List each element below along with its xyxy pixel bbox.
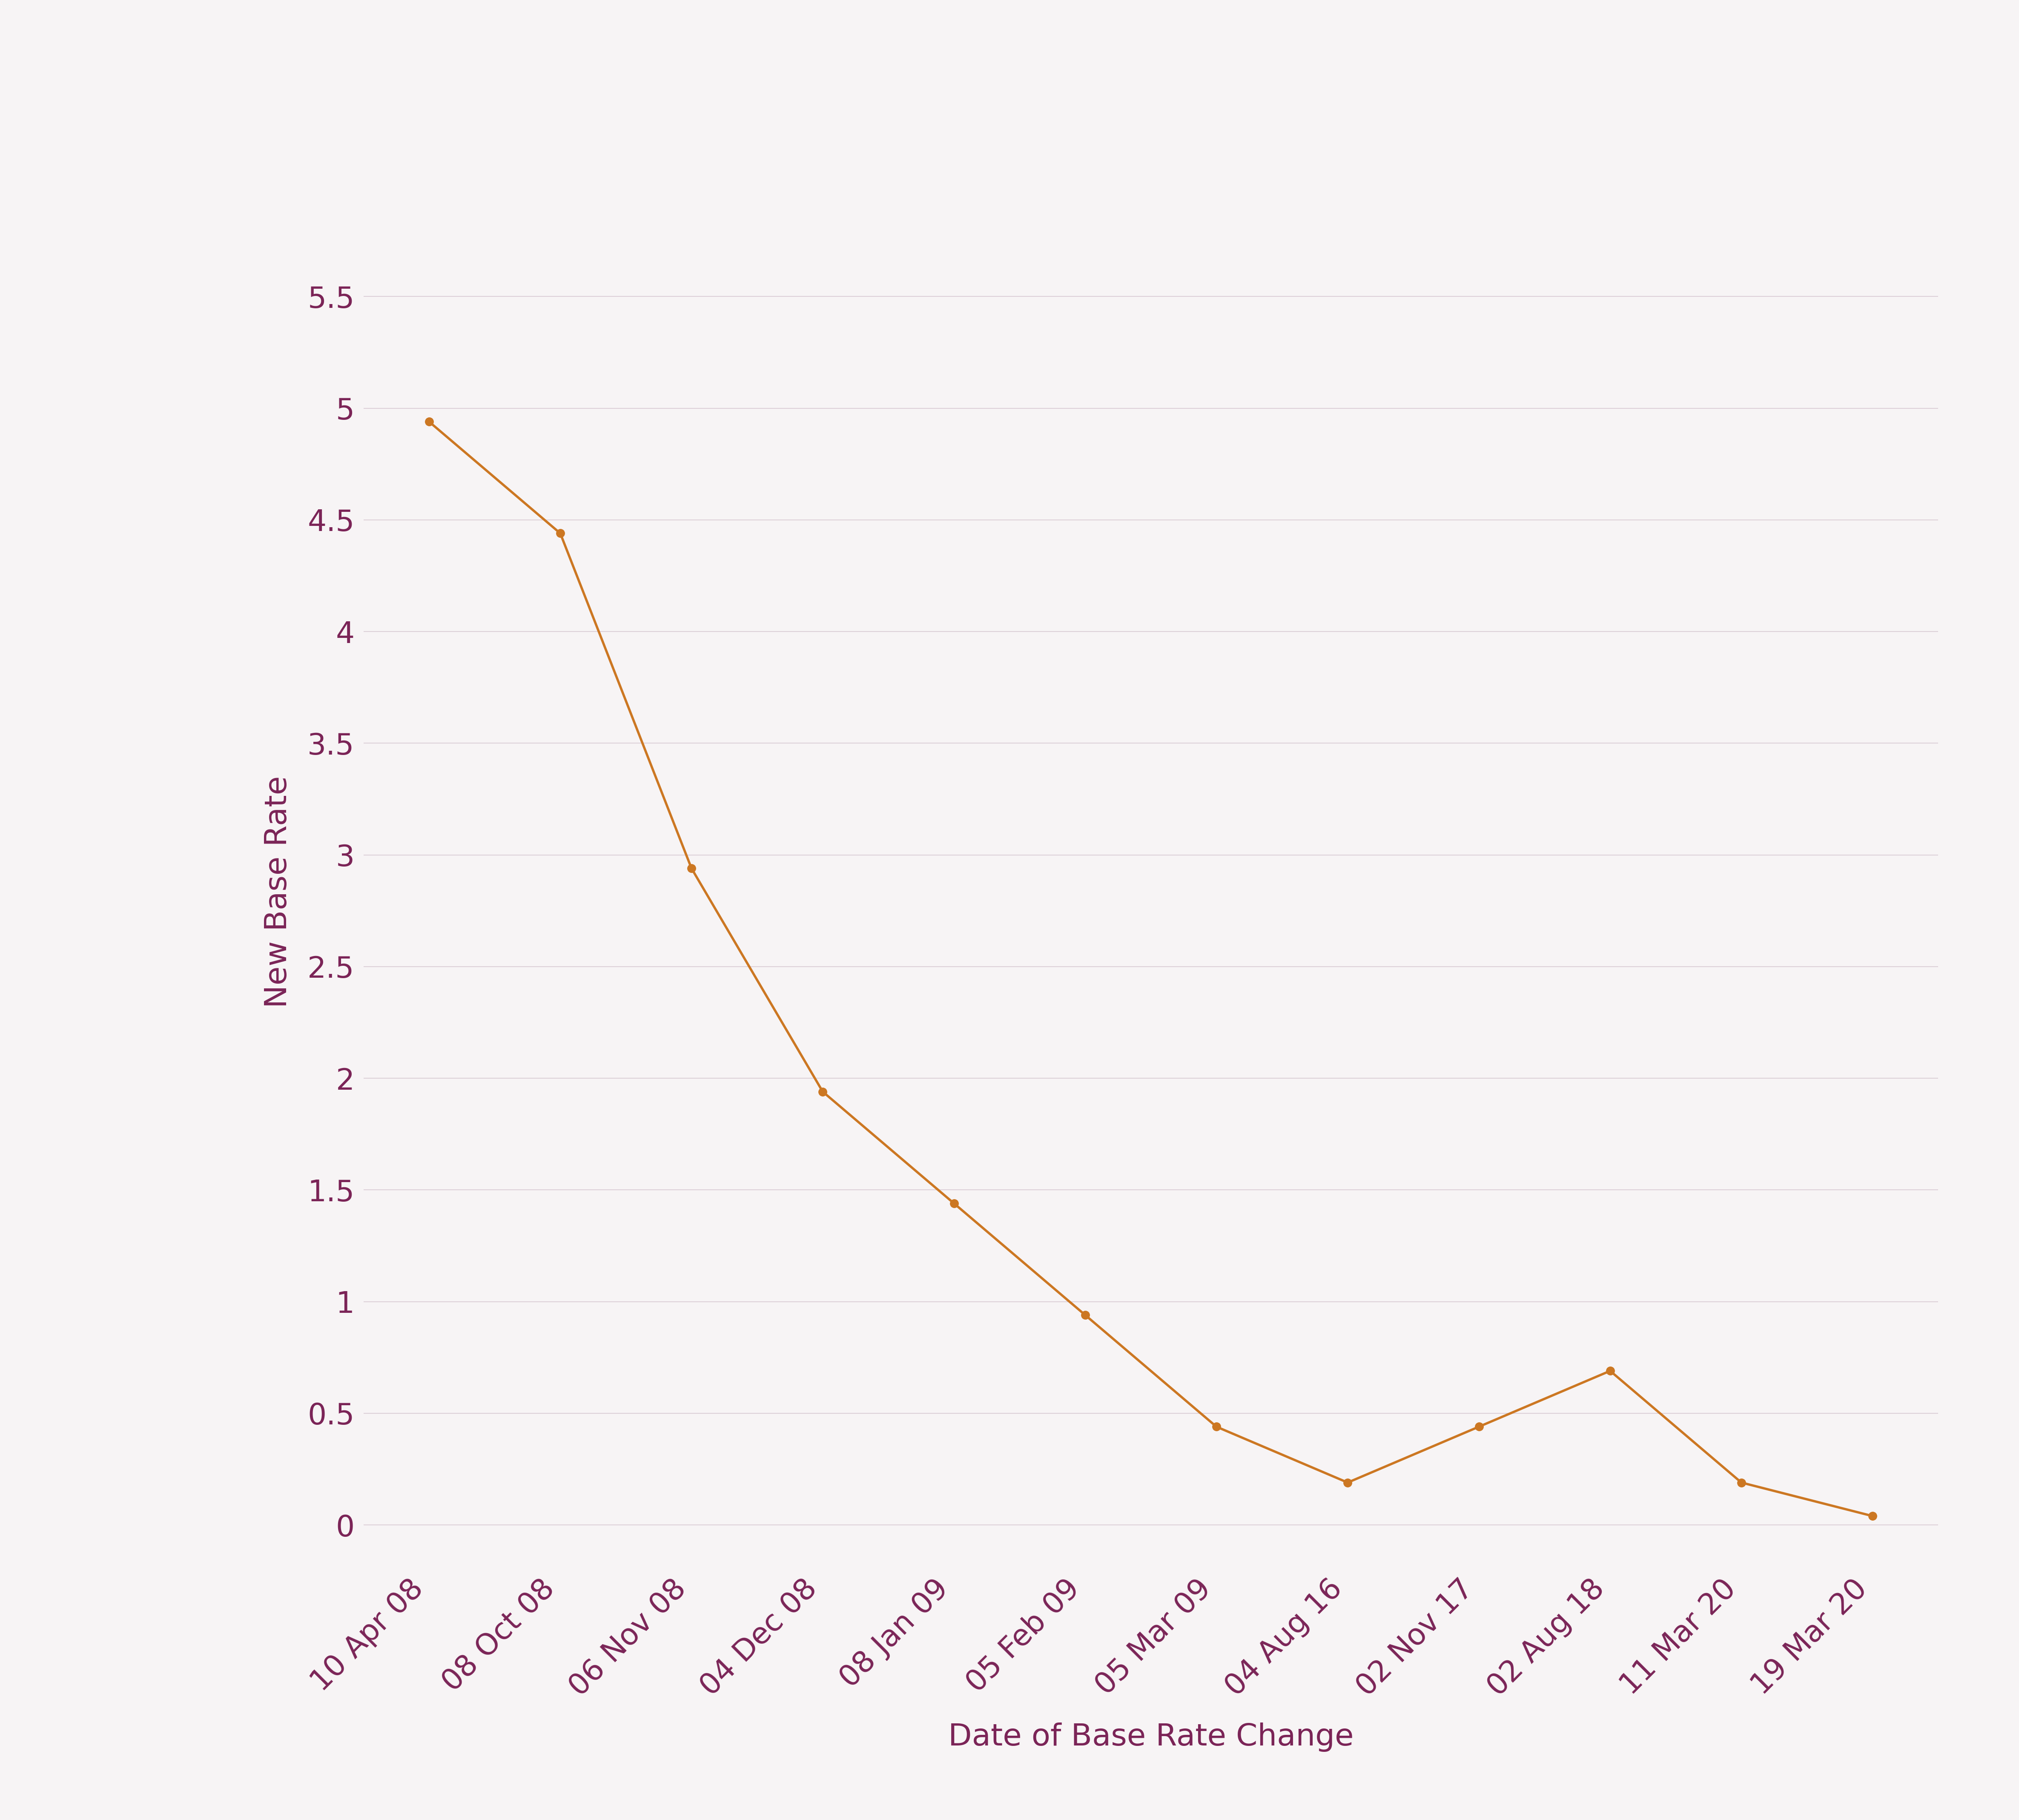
Point [1333, 1469, 1365, 1498]
Point [543, 519, 577, 548]
Point [806, 1077, 838, 1107]
Point [1199, 1412, 1232, 1441]
Point [412, 408, 444, 437]
Point [1462, 1412, 1494, 1441]
Point [1595, 1356, 1627, 1385]
X-axis label: Date of Base Rate Change: Date of Base Rate Change [949, 1722, 1353, 1753]
Point [674, 854, 707, 883]
Point [1857, 1501, 1890, 1531]
Point [937, 1188, 969, 1218]
Point [1724, 1469, 1757, 1498]
Y-axis label: New Base Rate: New Base Rate [262, 775, 293, 1008]
Point [1070, 1301, 1102, 1330]
